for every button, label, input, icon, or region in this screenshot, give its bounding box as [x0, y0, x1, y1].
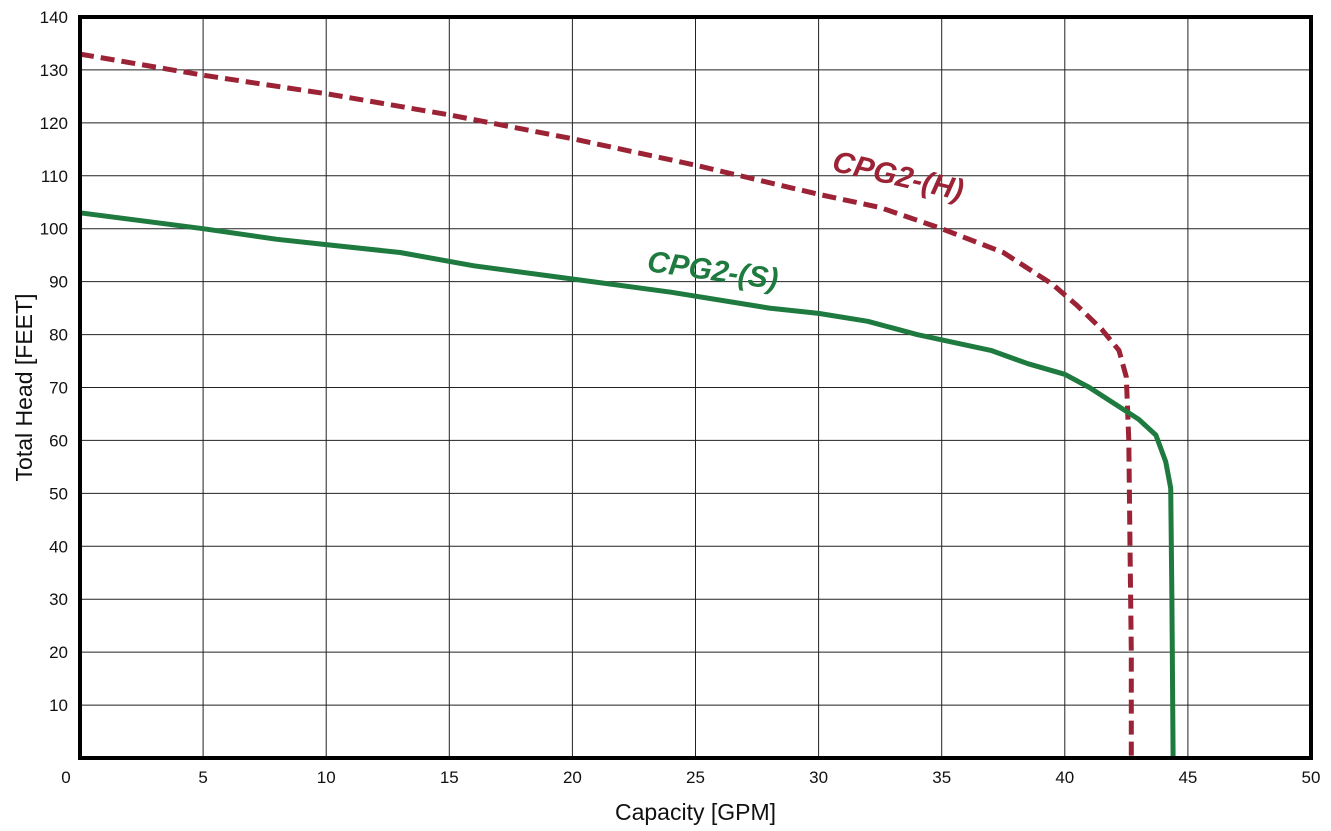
x-tick-label: 15: [440, 768, 459, 787]
x-tick-label: 50: [1302, 768, 1321, 787]
series-label-layer: CPG2-(H) CPG2-(S): [645, 145, 966, 296]
y-tick-label: 70: [49, 379, 68, 398]
x-tick-label: 30: [809, 768, 828, 787]
y-tick-label: 120: [40, 114, 68, 133]
series-line-cpg2-s: [79, 210, 1176, 759]
x-tick-label: 40: [1055, 768, 1074, 787]
y-tick-label: 40: [49, 537, 68, 556]
x-axis-title: Capacity [GPM]: [615, 799, 776, 825]
y-tick-label: 30: [49, 590, 68, 609]
x-tick-label: 45: [1178, 768, 1197, 787]
y-axis-ticks: 10 20 30 40 50 60 70 80 90 100 110 120 130 140: [40, 8, 68, 715]
y-tick-label: 50: [49, 484, 68, 503]
y-tick-label: 10: [49, 696, 68, 715]
y-tick-label: 20: [49, 643, 68, 662]
series-line-cpg2-h: [79, 51, 1134, 758]
y-tick-label: 140: [40, 8, 68, 27]
series-label-cpg2-h: CPG2-(H): [829, 145, 966, 207]
x-tick-label: 25: [686, 768, 705, 787]
grid-lines: [80, 17, 1311, 758]
series-label-cpg2-s: CPG2-(S): [645, 245, 780, 296]
y-tick-label: 80: [49, 326, 68, 345]
x-axis-ticks: 0 5 10 15 20 25 30 35 40 45 50: [61, 768, 1320, 787]
y-tick-label: 130: [40, 61, 68, 80]
x-tick-label: 0: [61, 768, 70, 787]
y-axis-title: Total Head [FEET]: [11, 294, 37, 482]
y-tick-label: 60: [49, 431, 68, 450]
x-tick-label: 20: [563, 768, 582, 787]
x-tick-label: 35: [932, 768, 951, 787]
x-tick-label: 10: [317, 768, 336, 787]
plot-frame: [78, 15, 1313, 760]
y-tick-label: 110: [41, 167, 68, 186]
y-tick-label: 90: [49, 273, 68, 292]
series-layer: [79, 51, 1176, 759]
x-tick-label: 5: [198, 768, 207, 787]
y-tick-label: 100: [40, 220, 68, 239]
